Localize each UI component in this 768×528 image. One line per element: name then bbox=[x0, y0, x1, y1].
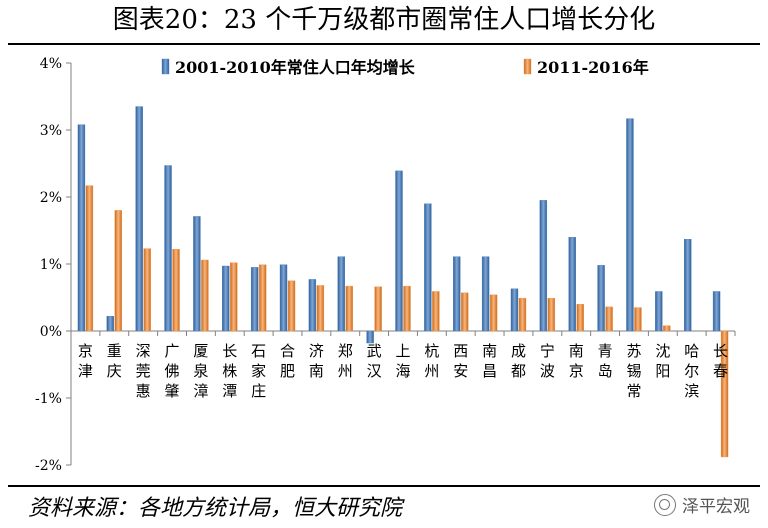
bar-chart: -2% -1% 0% 1% 2% 3% 4% 京津重庆深莞惠广佛肇厦泉漳长株潭石家庄合肥济南郑… bbox=[35, 56, 736, 474]
x-category-label: 沈阳 bbox=[655, 342, 670, 380]
bar-series2 bbox=[547, 297, 556, 332]
title-divider bbox=[8, 43, 760, 45]
bar-series2 bbox=[85, 185, 94, 332]
x-category-label: 石家庄 bbox=[251, 342, 266, 400]
bar-series2 bbox=[720, 330, 729, 458]
x-category-label: 厦泉漳 bbox=[193, 342, 208, 400]
source-note: 资料来源：各地方统计局，恒大研究院 bbox=[28, 496, 403, 521]
x-category-label: 哈尔滨 bbox=[684, 342, 699, 400]
x-category-label: 武汉 bbox=[367, 342, 382, 380]
bar-series1 bbox=[164, 165, 172, 332]
bar-series1 bbox=[712, 291, 721, 332]
y-tick-label: -2% bbox=[35, 458, 62, 474]
y-tick-label: 0% bbox=[40, 324, 62, 340]
bar-series1 bbox=[510, 288, 519, 332]
bar-series1 bbox=[655, 291, 663, 332]
chart-title: 图表20：23 个千万级都市圈常住人口增长分化 bbox=[112, 5, 656, 35]
bar-series1 bbox=[424, 203, 432, 332]
bar-series2 bbox=[634, 307, 642, 332]
y-tick-label: 2% bbox=[40, 190, 62, 206]
y-tick-label: -1% bbox=[35, 391, 62, 407]
x-category-label: 南昌 bbox=[482, 342, 497, 380]
y-tick-label: 1% bbox=[40, 257, 62, 273]
bar-series1 bbox=[568, 236, 576, 332]
x-category-label: 青岛 bbox=[598, 342, 613, 380]
x-category-label: 京津 bbox=[78, 342, 93, 380]
bar-series2 bbox=[114, 210, 123, 332]
x-category-label: 成都 bbox=[511, 342, 526, 380]
bar-series2 bbox=[403, 285, 411, 332]
bar-series2 bbox=[230, 262, 238, 332]
x-category-label: 杭州 bbox=[424, 342, 439, 380]
bar-series1 bbox=[193, 216, 201, 332]
bar-series1 bbox=[395, 170, 403, 332]
x-category-label: 宁波 bbox=[540, 342, 555, 380]
bar-series2 bbox=[316, 285, 325, 332]
bar-series1 bbox=[337, 256, 345, 332]
x-category-label: 济南 bbox=[309, 342, 324, 380]
y-tick-label: 4% bbox=[40, 56, 62, 72]
bar-series2 bbox=[201, 259, 209, 332]
bar-series2 bbox=[576, 304, 584, 332]
bar-series2 bbox=[432, 291, 440, 332]
bar-series2 bbox=[287, 280, 296, 332]
bar-series1 bbox=[308, 279, 317, 332]
x-category-label: 苏锡常 bbox=[626, 342, 641, 400]
bar-series2 bbox=[345, 285, 353, 332]
x-category-label: 南京 bbox=[569, 342, 584, 380]
bar-series1 bbox=[250, 267, 259, 332]
bar-series1 bbox=[135, 106, 143, 332]
legend-swatch bbox=[523, 58, 532, 75]
x-category-label: 长株潭 bbox=[222, 342, 237, 400]
bar-series1 bbox=[222, 265, 230, 332]
wechat-logo-icon bbox=[654, 493, 676, 516]
x-category-label: 重庆 bbox=[107, 342, 122, 380]
bar-series1 bbox=[481, 256, 490, 332]
legend-swatch bbox=[161, 58, 170, 75]
bar-series2 bbox=[605, 306, 613, 332]
footer-divider bbox=[8, 485, 760, 487]
bar-series1 bbox=[539, 200, 548, 332]
x-category-label: 广佛肇 bbox=[165, 342, 180, 400]
bar-series2 bbox=[518, 297, 527, 332]
bar-series1 bbox=[453, 256, 461, 332]
legend-label: 2011-2016年 bbox=[537, 58, 649, 77]
bar-series2 bbox=[143, 248, 151, 332]
x-category-label: 合肥 bbox=[280, 342, 295, 380]
bar-series1 bbox=[626, 118, 634, 332]
bar-series2 bbox=[172, 249, 180, 332]
bar-series2 bbox=[258, 264, 267, 332]
x-category-label: 郑州 bbox=[338, 342, 353, 380]
bar-series2 bbox=[663, 325, 671, 332]
bar-series1 bbox=[279, 264, 288, 332]
x-category-label: 上海 bbox=[395, 342, 410, 380]
bar-series1 bbox=[366, 330, 374, 344]
x-category-label: 西安 bbox=[453, 342, 468, 380]
bar-series1 bbox=[106, 316, 115, 332]
bar-series2 bbox=[374, 286, 382, 332]
legend-label: 2001-2010年常住人口年均增长 bbox=[175, 58, 416, 77]
plot-area: -2% -1% 0% 1% 2% 3% 4% 京津重庆深莞惠广佛肇厦泉漳长株潭石家庄合肥济南郑… bbox=[35, 56, 736, 474]
bar-series2 bbox=[489, 294, 498, 332]
y-tick-label: 3% bbox=[40, 123, 62, 139]
brand-name: 泽平宏观 bbox=[682, 497, 750, 517]
bar-series1 bbox=[597, 265, 605, 332]
brand-watermark: 泽平宏观 bbox=[654, 492, 750, 517]
x-category-label: 深莞惠 bbox=[136, 342, 151, 400]
bar-series2 bbox=[461, 292, 469, 332]
x-category-label: 长春 bbox=[713, 342, 728, 380]
bar-series1 bbox=[77, 124, 86, 332]
bar-series1 bbox=[683, 239, 692, 332]
